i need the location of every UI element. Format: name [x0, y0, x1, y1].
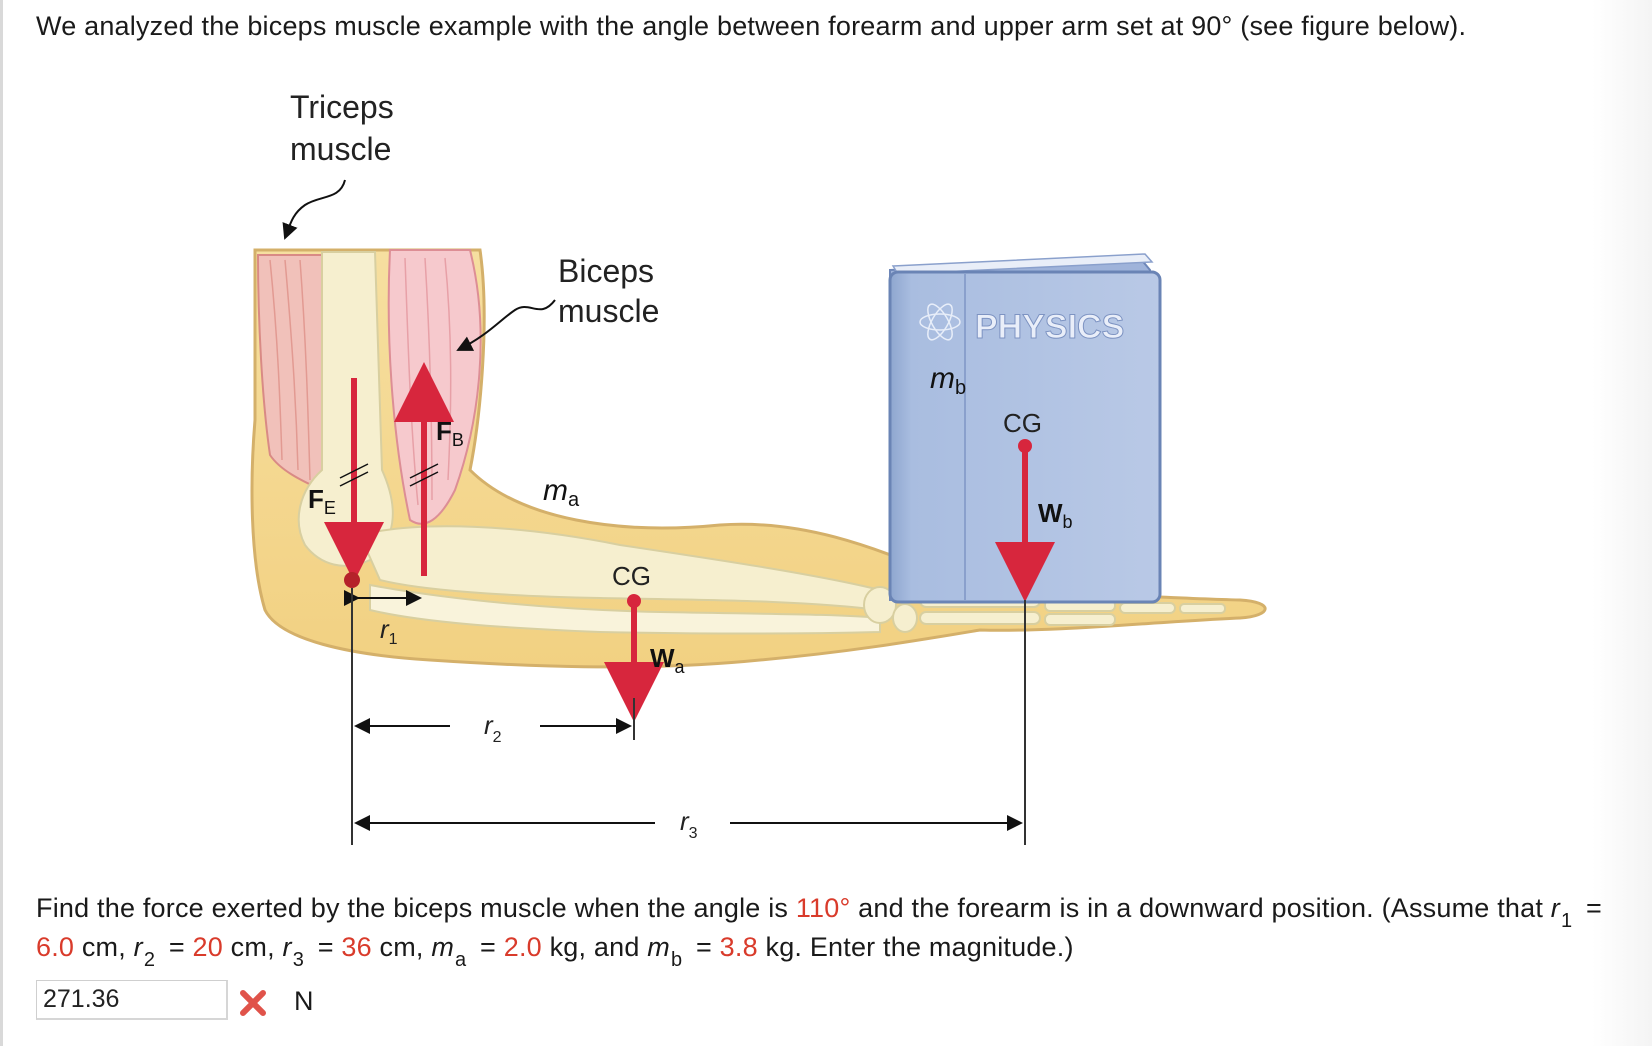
fe-label: FE: [308, 484, 336, 518]
r3-value: 36: [341, 932, 372, 962]
r3-var: r: [282, 932, 292, 962]
unit-cm-3: cm,: [371, 932, 432, 962]
r2-value: 20: [192, 932, 223, 962]
mb-var: m: [647, 932, 670, 962]
r1-value: 6.0: [36, 932, 75, 962]
frame-left-border: [0, 0, 3, 1046]
unit-cm-2: cm,: [222, 932, 283, 962]
equals-1: =: [1578, 893, 1602, 923]
mb-value: 3.8: [719, 932, 758, 962]
atom-icon: [919, 303, 961, 341]
question-part2: and the forearm is in a downward positio…: [850, 893, 1551, 923]
ma-sub: a: [455, 949, 467, 971]
r2-var: r: [133, 932, 143, 962]
question-tail: kg. Enter the magnitude.): [757, 932, 1074, 962]
answer-unit: N: [294, 986, 314, 1016]
arm-illustration: [250, 248, 1267, 669]
triceps-label-line2: muscle: [290, 131, 391, 167]
r2-sub: 2: [143, 949, 156, 971]
arm-cg-label: CG: [612, 561, 651, 591]
r1-label: r1: [380, 614, 398, 648]
elbow-pivot: [344, 572, 360, 588]
equals-2: =: [161, 932, 193, 962]
ma-label: ma: [543, 474, 580, 511]
arm-cg-dot: [627, 594, 641, 608]
equals-3: =: [310, 932, 342, 962]
unit-kg-1: kg, and: [541, 932, 648, 962]
r1-sub: 1: [1560, 910, 1573, 932]
ulna-bone: [369, 583, 881, 635]
r2-label: r2: [484, 710, 502, 746]
r3-sub: 3: [292, 949, 305, 971]
triceps-label-line1: Triceps: [290, 89, 394, 125]
book-title: PHYSICS: [975, 308, 1124, 346]
question-text: Find the force exerted by the biceps mus…: [36, 890, 1616, 971]
unit-cm-1: cm,: [74, 932, 134, 962]
mb-sub: b: [670, 949, 683, 971]
equals-4: =: [472, 932, 504, 962]
triceps-leader-line: [282, 179, 346, 240]
r3-label: r3: [680, 806, 698, 842]
wa-label: Wa: [650, 643, 686, 677]
biceps-label-line2: muscle: [558, 293, 659, 329]
frame-right-shadow: [1592, 0, 1652, 1046]
wb-label: Wb: [1038, 498, 1073, 532]
biceps-leader-line: [456, 299, 556, 351]
ma-var: m: [431, 932, 455, 962]
question-part1: Find the force exerted by the biceps mus…: [36, 893, 796, 923]
book-cg-dot: [1018, 439, 1032, 453]
mb-label: mb: [930, 362, 966, 399]
intro-text: We analyzed the biceps muscle example wi…: [36, 11, 1467, 41]
biceps-label-line1: Biceps: [558, 253, 654, 289]
angle-value: 110°: [795, 893, 851, 923]
incorrect-x-icon: [240, 990, 266, 1016]
physics-book: PHYSICS: [888, 253, 1162, 604]
ma-value: 2.0: [503, 932, 542, 962]
fb-label: FB: [436, 416, 464, 450]
equals-5: =: [688, 932, 720, 962]
r1-var: r: [1550, 893, 1560, 923]
book-cg-label: CG: [1003, 408, 1042, 438]
answer-input[interactable]: [36, 980, 228, 1020]
